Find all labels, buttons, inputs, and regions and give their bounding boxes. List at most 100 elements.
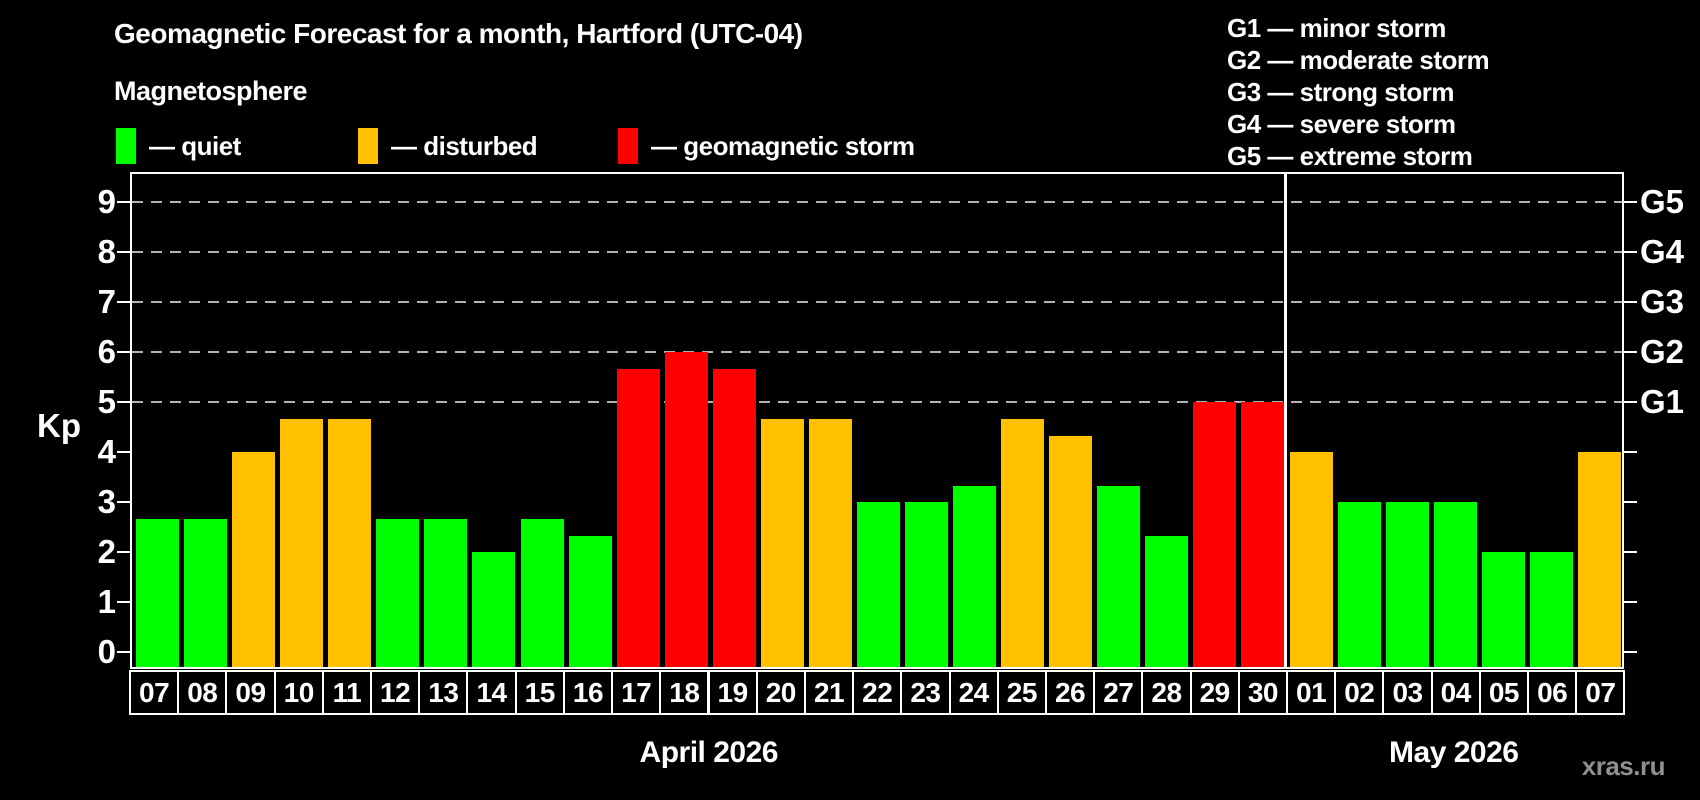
tick-left-kp-1: [117, 601, 130, 603]
right-axis-label-g5: G5: [1640, 183, 1685, 220]
day-label-06: 06: [1527, 670, 1578, 715]
y-axis-label-2: 2: [97, 533, 116, 570]
day-label-16: 16: [562, 670, 614, 715]
legend-item-storm: — geomagnetic storm: [618, 127, 915, 165]
day-label-13: 13: [418, 670, 469, 715]
y-axis-label-1: 1: [97, 583, 116, 620]
legend-item-disturbed: — disturbed: [358, 127, 538, 165]
kp-bar-day-06: [1529, 552, 1573, 667]
kp-bar-day-17: [616, 368, 660, 667]
tick-left-kp-4: [117, 451, 130, 453]
kp-bar-day-11: [328, 418, 372, 667]
month-label-may: May 2026: [1389, 736, 1519, 769]
y-axis-label-8: 8: [97, 233, 116, 270]
kp-bar-day-25: [1001, 418, 1045, 667]
kp-bar-day-29: [1193, 402, 1237, 667]
right-axis-label-g3: G3: [1640, 283, 1685, 320]
gridline-kp-6: [132, 351, 1622, 353]
tick-right-kp-6: [1624, 351, 1637, 353]
tick-left-kp-3: [117, 501, 130, 503]
y-axis-label-7: 7: [97, 283, 116, 320]
legend-item-label: — disturbed: [391, 130, 538, 161]
tick-right-kp-7: [1624, 301, 1637, 303]
g-legend-line-g3: G3 — strong storm: [1227, 77, 1454, 107]
day-label-22: 22: [852, 670, 903, 715]
kp-bar-day-18: [664, 352, 708, 667]
day-label-27: 27: [1093, 670, 1144, 715]
y-axis-label-4: 4: [97, 433, 116, 470]
tick-right-kp-1: [1624, 601, 1637, 603]
kp-bar-day-03: [1385, 502, 1429, 667]
right-axis-label-g1: G1: [1640, 383, 1685, 420]
g-scale-legend: G1 — minor storm G2 — moderate storm G3 — …: [1227, 12, 1490, 172]
day-label-15: 15: [514, 670, 565, 715]
month-label-april: April 2026: [639, 736, 779, 769]
g-legend-line-g2: G2 — moderate storm: [1227, 45, 1490, 75]
kp-bar-day-02: [1337, 502, 1381, 667]
day-label-24: 24: [948, 670, 999, 715]
day-label-17: 17: [611, 670, 662, 715]
kp-bar-day-10: [280, 418, 324, 667]
kp-bar-day-26: [1049, 435, 1093, 667]
y-axis-label-0: 0: [97, 633, 116, 670]
gridline-kp-8: [132, 251, 1622, 253]
day-label-07: 07: [1575, 670, 1626, 715]
day-label-07: 07: [129, 670, 180, 715]
disturbed-color-swatch: [358, 128, 378, 164]
day-label-08: 08: [177, 670, 228, 715]
tick-right-kp-3: [1624, 501, 1637, 503]
day-label-09: 09: [225, 670, 276, 715]
kp-bar-day-24: [953, 485, 997, 667]
day-label-23: 23: [900, 670, 951, 715]
y-axis-label-6: 6: [97, 333, 116, 370]
g-legend-line-g4: G4 — severe storm: [1227, 109, 1456, 139]
kp-bar-day-08: [184, 518, 228, 667]
kp-bar-day-30: [1241, 402, 1285, 667]
kp-bar-day-27: [1097, 485, 1141, 667]
legend-item-label: — geomagnetic storm: [651, 130, 915, 161]
kp-bar-day-13: [424, 518, 468, 667]
gridline-kp-5: [132, 401, 1622, 403]
tick-left-kp-9: [117, 201, 130, 203]
tick-left-kp-2: [117, 551, 130, 553]
day-label-30: 30: [1237, 670, 1288, 715]
month-separator-line: [1284, 174, 1288, 667]
day-label-03: 03: [1382, 670, 1433, 715]
legend-item-label: — quiet: [149, 130, 241, 161]
right-axis-label-g2: G2: [1640, 333, 1685, 370]
day-label-01: 01: [1286, 670, 1337, 715]
tick-right-kp-9: [1624, 201, 1637, 203]
tick-left-kp-6: [117, 351, 130, 353]
day-label-19: 19: [707, 670, 758, 715]
day-label-18: 18: [659, 670, 710, 715]
tick-left-kp-8: [117, 251, 130, 253]
kp-bar-day-23: [905, 502, 949, 667]
gridline-kp-7: [132, 301, 1622, 303]
kp-bar-day-28: [1145, 535, 1189, 667]
kp-bar-day-14: [472, 552, 516, 667]
day-label-14: 14: [466, 670, 517, 715]
tick-left-kp-0: [117, 651, 130, 653]
quiet-color-swatch: [116, 128, 136, 164]
day-label-25: 25: [996, 670, 1047, 715]
day-label-29: 29: [1189, 670, 1240, 715]
storm-color-swatch: [618, 128, 638, 164]
tick-left-kp-7: [117, 301, 130, 303]
page-title: Geomagnetic Forecast for a month, Hartfo…: [114, 18, 803, 49]
day-label-26: 26: [1044, 670, 1096, 715]
kp-bar-day-07: [136, 518, 179, 667]
magnetosphere-label: Magnetosphere: [114, 76, 308, 106]
kp-bar-day-04: [1433, 502, 1477, 667]
kp-bar-day-21: [808, 418, 852, 667]
day-label-05: 05: [1478, 670, 1530, 715]
tick-right-kp-4: [1624, 451, 1637, 453]
kp-bar-day-19: [712, 368, 756, 667]
tick-right-kp-5: [1624, 401, 1637, 403]
kp-bar-day-22: [856, 502, 900, 667]
day-label-28: 28: [1141, 670, 1192, 715]
day-label-21: 21: [803, 670, 855, 715]
day-label-04: 04: [1430, 670, 1481, 715]
tick-right-kp-8: [1624, 251, 1637, 253]
y-axis-label-3: 3: [97, 483, 116, 520]
plot-area: [130, 172, 1624, 669]
